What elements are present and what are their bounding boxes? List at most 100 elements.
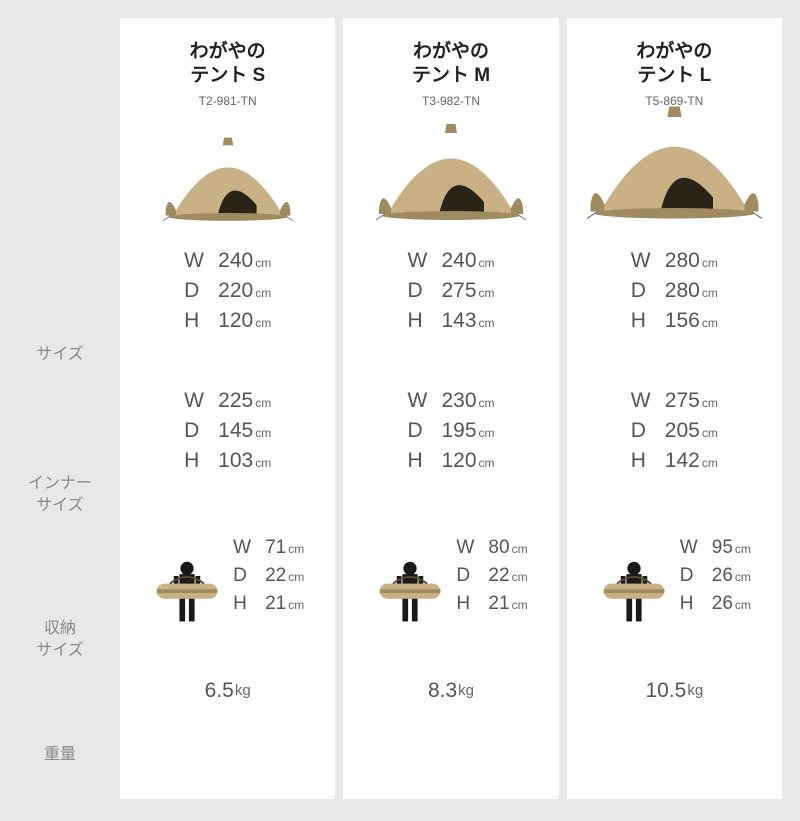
weight-value: 6.5 bbox=[205, 679, 234, 703]
dimension-row: W 280cm bbox=[631, 249, 718, 273]
dimension-row: H 143cm bbox=[407, 309, 494, 333]
dimension-row: H 156cm bbox=[631, 309, 718, 333]
dimension-unit: cm bbox=[479, 256, 495, 270]
dimension-unit: cm bbox=[288, 542, 304, 556]
dimension-unit: cm bbox=[702, 286, 718, 300]
tent-icon bbox=[587, 103, 762, 226]
dimension-letter: W bbox=[456, 537, 478, 559]
dimension-row: W 240cm bbox=[184, 249, 271, 273]
dimension-value: 145 bbox=[218, 419, 253, 442]
dimension-letter: H bbox=[407, 309, 431, 333]
dimension-row: W 275cm bbox=[631, 389, 718, 413]
dimension-row: W 80cm bbox=[456, 537, 527, 559]
dimension-value: 120 bbox=[218, 309, 253, 332]
product-header: わがやのテント M T3-982-TN bbox=[412, 18, 490, 108]
dimension-unit: cm bbox=[479, 286, 495, 300]
outer-size-block: W 280cm D 280cm H 156cm bbox=[567, 226, 782, 356]
pack-size-block: W 80cm D 22cm H 21cm bbox=[343, 506, 558, 646]
dimension-letter: H bbox=[456, 593, 478, 615]
pack-size-block: W 95cm D 26cm H 26cm bbox=[567, 506, 782, 646]
dimension-unit: cm bbox=[255, 426, 271, 440]
dimension-value: 120 bbox=[441, 449, 476, 472]
dimension-row: D 205cm bbox=[631, 419, 718, 443]
tent-icon bbox=[163, 135, 293, 226]
tent-image bbox=[376, 126, 526, 226]
dimension-unit: cm bbox=[255, 396, 271, 410]
dimension-unit: cm bbox=[479, 456, 495, 470]
dimension-unit: cm bbox=[255, 286, 271, 300]
product-title: わがやのテント L bbox=[636, 40, 712, 88]
dimension-letter: H bbox=[407, 449, 431, 473]
dimension-letter: D bbox=[407, 419, 431, 443]
dimension-value: 103 bbox=[218, 449, 253, 472]
dimension-unit: cm bbox=[512, 598, 528, 612]
dimension-letter: W bbox=[631, 389, 655, 413]
dimension-letter: H bbox=[680, 593, 702, 615]
dimension-unit: cm bbox=[702, 396, 718, 410]
row-label-size: サイズ bbox=[0, 290, 120, 420]
carry-bag-icon bbox=[151, 526, 223, 626]
inner-size-block: W 275cm D 205cm H 142cm bbox=[567, 356, 782, 506]
row-label-weight: 重量 bbox=[0, 710, 120, 800]
pack-size-block: W 71cm D 22cm H 21cm bbox=[120, 506, 335, 646]
dimension-letter: D bbox=[631, 279, 655, 303]
weight-value: 10.5 bbox=[645, 679, 686, 703]
dimension-unit: cm bbox=[288, 570, 304, 584]
tent-icon bbox=[376, 121, 526, 226]
dimension-letter: D bbox=[184, 419, 208, 443]
product-model: T3-982-TN bbox=[412, 94, 490, 108]
dimension-letter: D bbox=[631, 419, 655, 443]
dimension-value: 195 bbox=[441, 419, 476, 442]
dimension-letter: D bbox=[184, 279, 208, 303]
dimension-value: 230 bbox=[441, 389, 476, 412]
tent-image bbox=[163, 126, 293, 226]
dimension-unit: cm bbox=[735, 542, 751, 556]
dimension-row: D 22cm bbox=[456, 565, 527, 587]
dimension-value: 26 bbox=[712, 565, 733, 586]
pack-dimensions: W 95cm D 26cm H 26cm bbox=[680, 537, 751, 615]
dimension-unit: cm bbox=[288, 598, 304, 612]
product-columns: わがやのテント S T2-981-TN W 240cm D 220cm H 12… bbox=[120, 0, 800, 821]
dimension-value: 143 bbox=[441, 309, 476, 332]
dimension-letter: D bbox=[680, 565, 702, 587]
dimension-row: H 142cm bbox=[631, 449, 718, 473]
dimension-value: 280 bbox=[665, 249, 700, 272]
product-title: わがやのテント M bbox=[412, 40, 490, 88]
dimension-value: 220 bbox=[218, 279, 253, 302]
dimension-row: W 230cm bbox=[407, 389, 494, 413]
dimension-value: 95 bbox=[712, 537, 733, 558]
dimension-value: 275 bbox=[441, 279, 476, 302]
carry-bag-icon bbox=[598, 526, 670, 626]
weight-block: 8.3kg bbox=[428, 646, 474, 736]
dimension-unit: cm bbox=[702, 316, 718, 330]
dimension-value: 26 bbox=[712, 593, 733, 614]
dimension-value: 205 bbox=[665, 419, 700, 442]
row-labels-column: サイズ インナーサイズ 収納サイズ 重量 bbox=[0, 0, 120, 821]
dimension-value: 22 bbox=[488, 565, 509, 586]
dimension-row: W 240cm bbox=[407, 249, 494, 273]
dimension-row: D 26cm bbox=[680, 565, 751, 587]
comparison-table: サイズ インナーサイズ 収納サイズ 重量 わがやのテント S T2-981-TN… bbox=[0, 0, 800, 821]
dimension-row: D 220cm bbox=[184, 279, 271, 303]
dimension-unit: cm bbox=[512, 542, 528, 556]
dimension-letter: D bbox=[407, 279, 431, 303]
dimension-row: H 103cm bbox=[184, 449, 271, 473]
dimension-letter: W bbox=[233, 537, 255, 559]
dimension-unit: cm bbox=[479, 426, 495, 440]
weight-unit: kg bbox=[458, 682, 474, 699]
dimension-value: 280 bbox=[665, 279, 700, 302]
pack-dimensions: W 80cm D 22cm H 21cm bbox=[456, 537, 527, 615]
dimension-letter: H bbox=[233, 593, 255, 615]
dimension-row: H 21cm bbox=[456, 593, 527, 615]
product-column: わがやのテント L T5-869-TN W 280cm D 280cm H 15… bbox=[567, 18, 782, 799]
dimension-row: D 275cm bbox=[407, 279, 494, 303]
weight-unit: kg bbox=[687, 682, 703, 699]
dimension-value: 21 bbox=[488, 593, 509, 614]
dimension-letter: W bbox=[631, 249, 655, 273]
dimension-letter: W bbox=[184, 389, 208, 413]
dimension-unit: cm bbox=[255, 316, 271, 330]
tent-image bbox=[587, 126, 762, 226]
dimension-row: D 280cm bbox=[631, 279, 718, 303]
product-header: わがやのテント L T5-869-TN bbox=[636, 18, 712, 108]
dimension-unit: cm bbox=[702, 426, 718, 440]
